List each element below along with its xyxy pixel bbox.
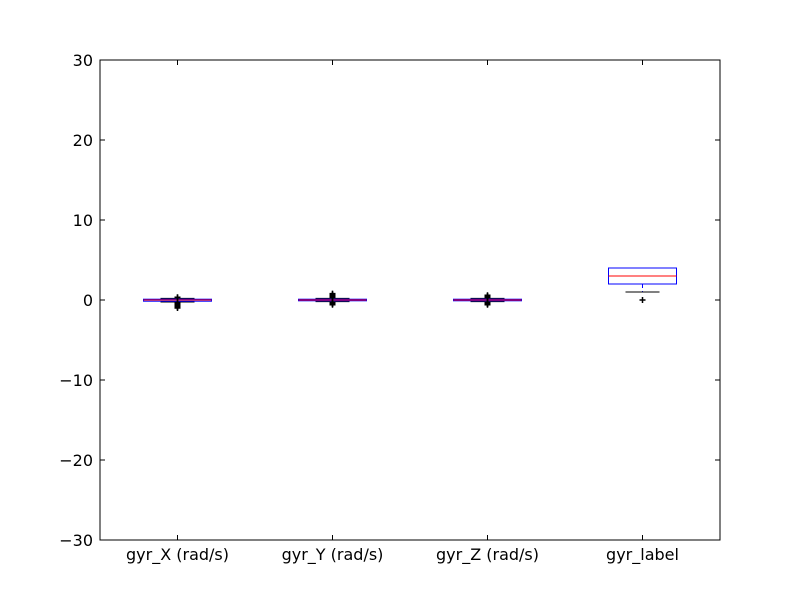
outlier-point	[174, 294, 181, 301]
box-group	[608, 267, 677, 303]
category-label: gyr_X (rad/s)	[126, 545, 229, 565]
y-tick-label: −10	[59, 371, 93, 390]
y-tick-label: 0	[83, 291, 93, 310]
category-label: gyr_Z (rad/s)	[436, 545, 539, 565]
category-label: gyr_Y (rad/s)	[282, 545, 384, 565]
y-tick-label: 20	[73, 131, 93, 150]
box-group	[143, 294, 212, 311]
outlier-point	[174, 300, 181, 307]
ticks-layer: −30 −20 −10 0 10 20 30 gyr_X (rad/s) gyr_Y (rad/…	[59, 51, 720, 565]
box-group	[453, 292, 522, 308]
y-tick-label: −20	[59, 451, 93, 470]
boxes-layer	[143, 267, 677, 311]
y-tick-label: 30	[73, 51, 93, 70]
category-label: gyr_label	[606, 545, 679, 565]
outlier-point	[639, 297, 646, 303]
y-tick-label: −30	[59, 531, 93, 550]
y-tick-label: 10	[73, 211, 93, 230]
plot-frame	[99, 59, 721, 541]
box-group	[298, 290, 367, 308]
outlier-point	[484, 292, 491, 299]
outlier-point	[329, 290, 336, 297]
